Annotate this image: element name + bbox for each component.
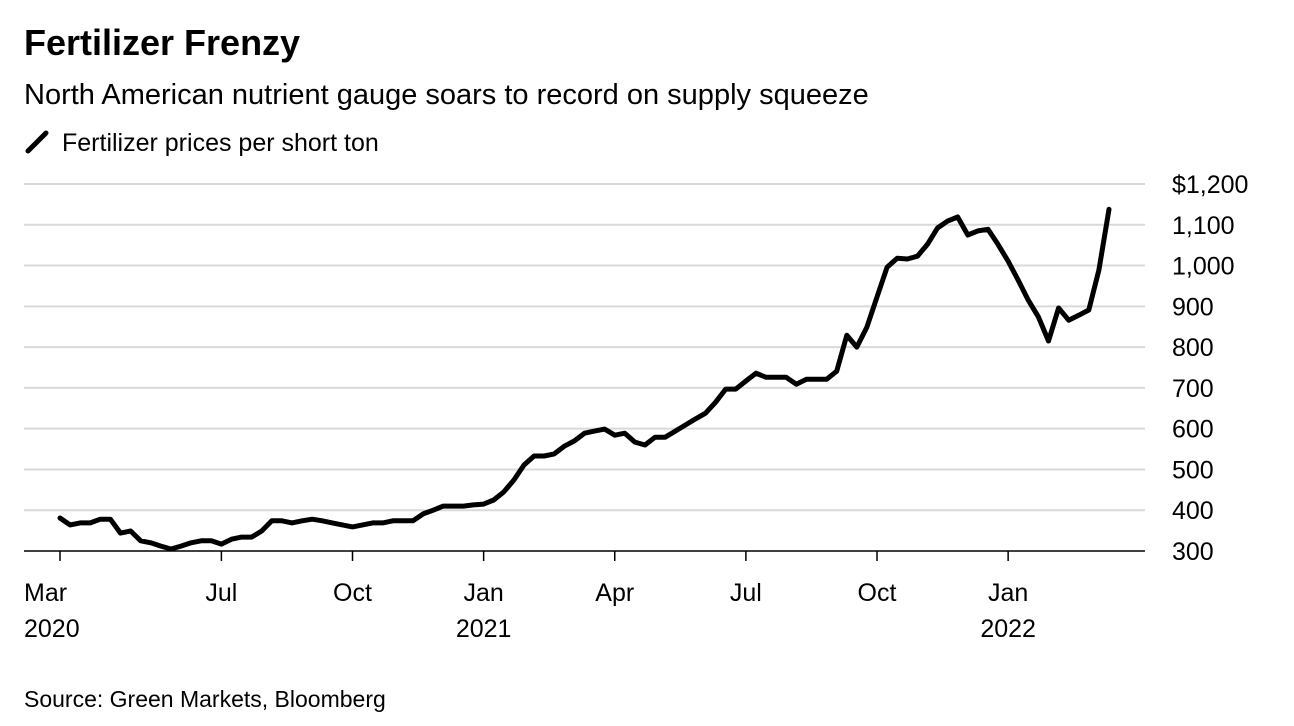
y-tick-label: 700	[1172, 375, 1214, 403]
y-tick-label: 400	[1172, 497, 1214, 525]
y-tick-label: $1,200	[1172, 171, 1248, 199]
x-tick-label: Oct	[333, 579, 372, 607]
y-tick-label: 900	[1172, 293, 1214, 321]
y-tick-label: 800	[1172, 334, 1214, 362]
chart-title: Fertilizer Frenzy	[24, 22, 300, 63]
x-tick-label: Mar 2020	[24, 579, 80, 643]
source: Source: Green Markets, Bloomberg	[24, 686, 386, 712]
line	[57, 206, 1112, 552]
legend-swatch	[25, 130, 49, 154]
x-tick-label: Jan 2021	[456, 579, 512, 643]
legend-label: Fertilizer prices per short ton	[62, 129, 379, 157]
y-tick-label: 300	[1172, 538, 1214, 566]
y-tick-label: 600	[1172, 416, 1214, 444]
y-tick-label: 1,000	[1172, 253, 1235, 281]
x-tick-label: Apr	[595, 579, 634, 607]
x-tick-label: Jul	[730, 579, 762, 607]
chart-subtitle: North American nutrient gauge soars to r…	[24, 79, 869, 111]
x-tick-label: Jul	[205, 579, 237, 607]
y-tick-label: 1,100	[1172, 212, 1235, 240]
x-tick-label: Oct	[858, 579, 897, 607]
x-tick-label: Jan 2022	[980, 579, 1036, 643]
y-tick-label: 500	[1172, 456, 1214, 484]
